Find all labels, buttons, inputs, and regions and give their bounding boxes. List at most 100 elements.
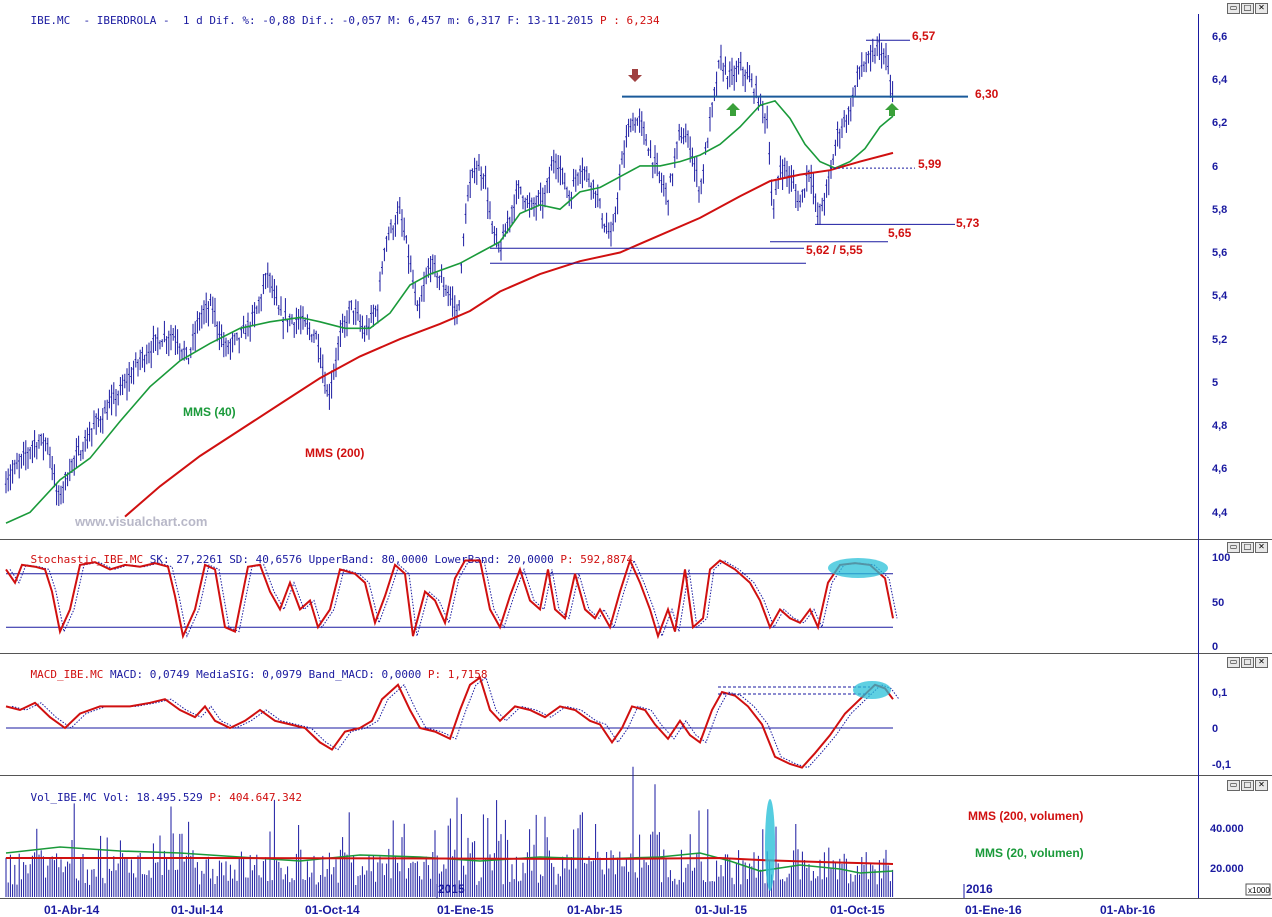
macd-panel[interactable]: MACD_IBE.MC MACD: 0,0749 MediaSIG: 0,097… bbox=[0, 654, 1272, 776]
macd-y-tick: 0 bbox=[1212, 723, 1218, 735]
macd-plot bbox=[5, 675, 900, 769]
minimize-button[interactable]: ▭ bbox=[1227, 657, 1240, 668]
stochastic-plot bbox=[5, 557, 898, 640]
price-y-tick: 5,8 bbox=[1212, 204, 1227, 216]
macd-last: P: 1,7158 bbox=[427, 668, 488, 681]
price-y-tick: 5 bbox=[1212, 377, 1218, 389]
volume-header: Vol_IBE.MC Vol: 18.495.529 P: 404.647.34… bbox=[4, 778, 303, 817]
price-plot bbox=[4, 33, 968, 524]
price-y-tick: 5,2 bbox=[1212, 334, 1227, 346]
volume-plot bbox=[5, 766, 965, 898]
arrow-up-icon bbox=[726, 103, 740, 116]
price-y-tick: 6,2 bbox=[1212, 117, 1227, 129]
price-bars bbox=[4, 33, 894, 506]
ma40-line bbox=[5, 99, 894, 524]
x-tick: 01-Jul-14 bbox=[171, 903, 223, 917]
macd-window-buttons: ▭ □ ✕ bbox=[1227, 657, 1268, 668]
stochastic-y-tick: 50 bbox=[1212, 597, 1224, 609]
year-2015-label: 2015 bbox=[438, 882, 465, 896]
macd-stats: MACD: 0,0749 MediaSIG: 0,0979 Band_MACD:… bbox=[109, 668, 422, 681]
macd-highlight bbox=[853, 681, 891, 699]
close-button[interactable]: ✕ bbox=[1255, 542, 1268, 553]
level-657-label: 6,57 bbox=[912, 29, 936, 43]
x-axis: 01-Abr-14 01-Jul-14 01-Oct-14 01-Ene-15 … bbox=[44, 903, 1156, 917]
stoch-highlight bbox=[828, 558, 888, 578]
volume-scale-label: x1000 bbox=[1248, 886, 1270, 895]
x-tick: 01-Abr-16 bbox=[1100, 903, 1156, 917]
volume-name: Vol_IBE.MC bbox=[30, 791, 97, 804]
stochastic-header: Stochastic_IBE.MC SK: 27,2261 SD: 40,657… bbox=[4, 540, 634, 579]
macd-y-tick: 0,1 bbox=[1212, 687, 1227, 699]
level-599-label: 5,99 bbox=[918, 157, 942, 171]
stoch-sk-line bbox=[5, 557, 894, 640]
close-button[interactable]: ✕ bbox=[1255, 3, 1268, 14]
volume-bars bbox=[5, 766, 894, 897]
ma40-label: MMS (40) bbox=[183, 405, 236, 419]
price-stats: Dif. %: -0,88 Dif.: -0,057 M: 6,457 m: 6… bbox=[209, 14, 594, 27]
maximize-button[interactable]: □ bbox=[1241, 657, 1254, 668]
ma200-label: MMS (200) bbox=[305, 446, 364, 460]
volume-ma20-line bbox=[5, 846, 894, 874]
macd-header: MACD_IBE.MC MACD: 0,0749 MediaSIG: 0,097… bbox=[4, 655, 488, 694]
price-window-buttons: ▭ □ ✕ bbox=[1227, 3, 1268, 14]
close-button[interactable]: ✕ bbox=[1255, 780, 1268, 791]
price-y-tick: 4,6 bbox=[1212, 463, 1227, 475]
price-y-tick: 4,4 bbox=[1212, 507, 1228, 519]
stochastic-y-tick: 100 bbox=[1212, 552, 1230, 564]
price-annotations: MMS (40) MMS (200) 6,57 6,30 5,99 5,73 5… bbox=[74, 29, 999, 529]
price-y-tick: 6,6 bbox=[1212, 31, 1227, 43]
watermark: www.visualchart.com bbox=[74, 514, 207, 529]
volume-scale-box bbox=[1245, 883, 1271, 896]
level-562-555-label: 5,62 / 5,55 bbox=[806, 243, 863, 257]
vol-ma200-label: MMS (200, volumen) bbox=[968, 809, 1083, 823]
x-tick: 01-Ene-16 bbox=[965, 903, 1022, 917]
volume-window-buttons: ▭ □ ✕ bbox=[1227, 780, 1268, 791]
stochastic-name: Stochastic_IBE.MC bbox=[30, 553, 144, 566]
macd-line bbox=[5, 675, 894, 769]
close-button[interactable]: ✕ bbox=[1255, 657, 1268, 668]
x-tick: 01-Oct-15 bbox=[830, 903, 885, 917]
volume-ma200-line bbox=[6, 856, 894, 865]
level-630-label: 6,30 bbox=[975, 87, 999, 101]
volume-highlight bbox=[765, 799, 775, 891]
stochastic-y-tick: 0 bbox=[1212, 641, 1218, 653]
price-symbol: IBE.MC - IBERDROLA - 1 d bbox=[30, 14, 203, 27]
minimize-button[interactable]: ▭ bbox=[1227, 780, 1240, 791]
price-y-tick: 6,4 bbox=[1212, 74, 1228, 86]
stochastic-y-axis: 100 50 0 bbox=[1212, 552, 1230, 653]
x-tick: 01-Ene-15 bbox=[437, 903, 494, 917]
maximize-button[interactable]: □ bbox=[1241, 780, 1254, 791]
price-y-tick: 5,4 bbox=[1212, 290, 1228, 302]
panel-separators bbox=[0, 539, 1272, 899]
arrow-down-icon bbox=[628, 69, 642, 82]
x-tick: 01-Jul-15 bbox=[695, 903, 747, 917]
price-y-tick: 5,6 bbox=[1212, 247, 1227, 259]
volume-y-axis: 40.000 20.000 x1000 bbox=[1210, 823, 1271, 896]
stoch-sd-line bbox=[9, 559, 898, 638]
price-header: IBE.MC - IBERDROLA - 1 d Dif. %: -0,88 D… bbox=[4, 1, 660, 40]
x-tick: 01-Oct-14 bbox=[305, 903, 360, 917]
price-last: P : 6,234 bbox=[600, 14, 660, 27]
price-y-tick: 6 bbox=[1212, 161, 1218, 173]
minimize-button[interactable]: ▭ bbox=[1227, 3, 1240, 14]
volume-stats: Vol: 18.495.529 bbox=[103, 791, 203, 804]
macd-y-axis: 0,1 0 -0,1 bbox=[1212, 687, 1231, 771]
price-y-axis: 6,6 6,4 6,2 6 5,8 5,6 5,4 5,2 5 4,8 4,6 … bbox=[1212, 31, 1228, 519]
x-tick: 01-Abr-15 bbox=[567, 903, 623, 917]
macd-y-tick: -0,1 bbox=[1212, 759, 1231, 771]
macd-signal-line bbox=[11, 676, 900, 769]
price-panel[interactable]: IBE.MC - IBERDROLA - 1 d Dif. %: -0,88 D… bbox=[0, 0, 1272, 540]
year-2016-label: 2016 bbox=[966, 882, 993, 896]
volume-annotations: MMS (200, volumen) MMS (20, volumen) 201… bbox=[438, 809, 1084, 896]
minimize-button[interactable]: ▭ bbox=[1227, 542, 1240, 553]
price-y-tick: 4,8 bbox=[1212, 420, 1227, 432]
stochastic-last: P: 592,8874 bbox=[560, 553, 634, 566]
vol-ma20-label: MMS (20, volumen) bbox=[975, 846, 1084, 860]
volume-last: P: 404.647.342 bbox=[209, 791, 303, 804]
macd-name: MACD_IBE.MC bbox=[30, 668, 104, 681]
maximize-button[interactable]: □ bbox=[1241, 3, 1254, 14]
maximize-button[interactable]: □ bbox=[1241, 542, 1254, 553]
stochastic-panel[interactable]: Stochastic_IBE.MC SK: 27,2261 SD: 40,657… bbox=[0, 540, 1272, 654]
volume-panel[interactable]: Vol_IBE.MC Vol: 18.495.529 P: 404.647.34… bbox=[0, 776, 1272, 917]
